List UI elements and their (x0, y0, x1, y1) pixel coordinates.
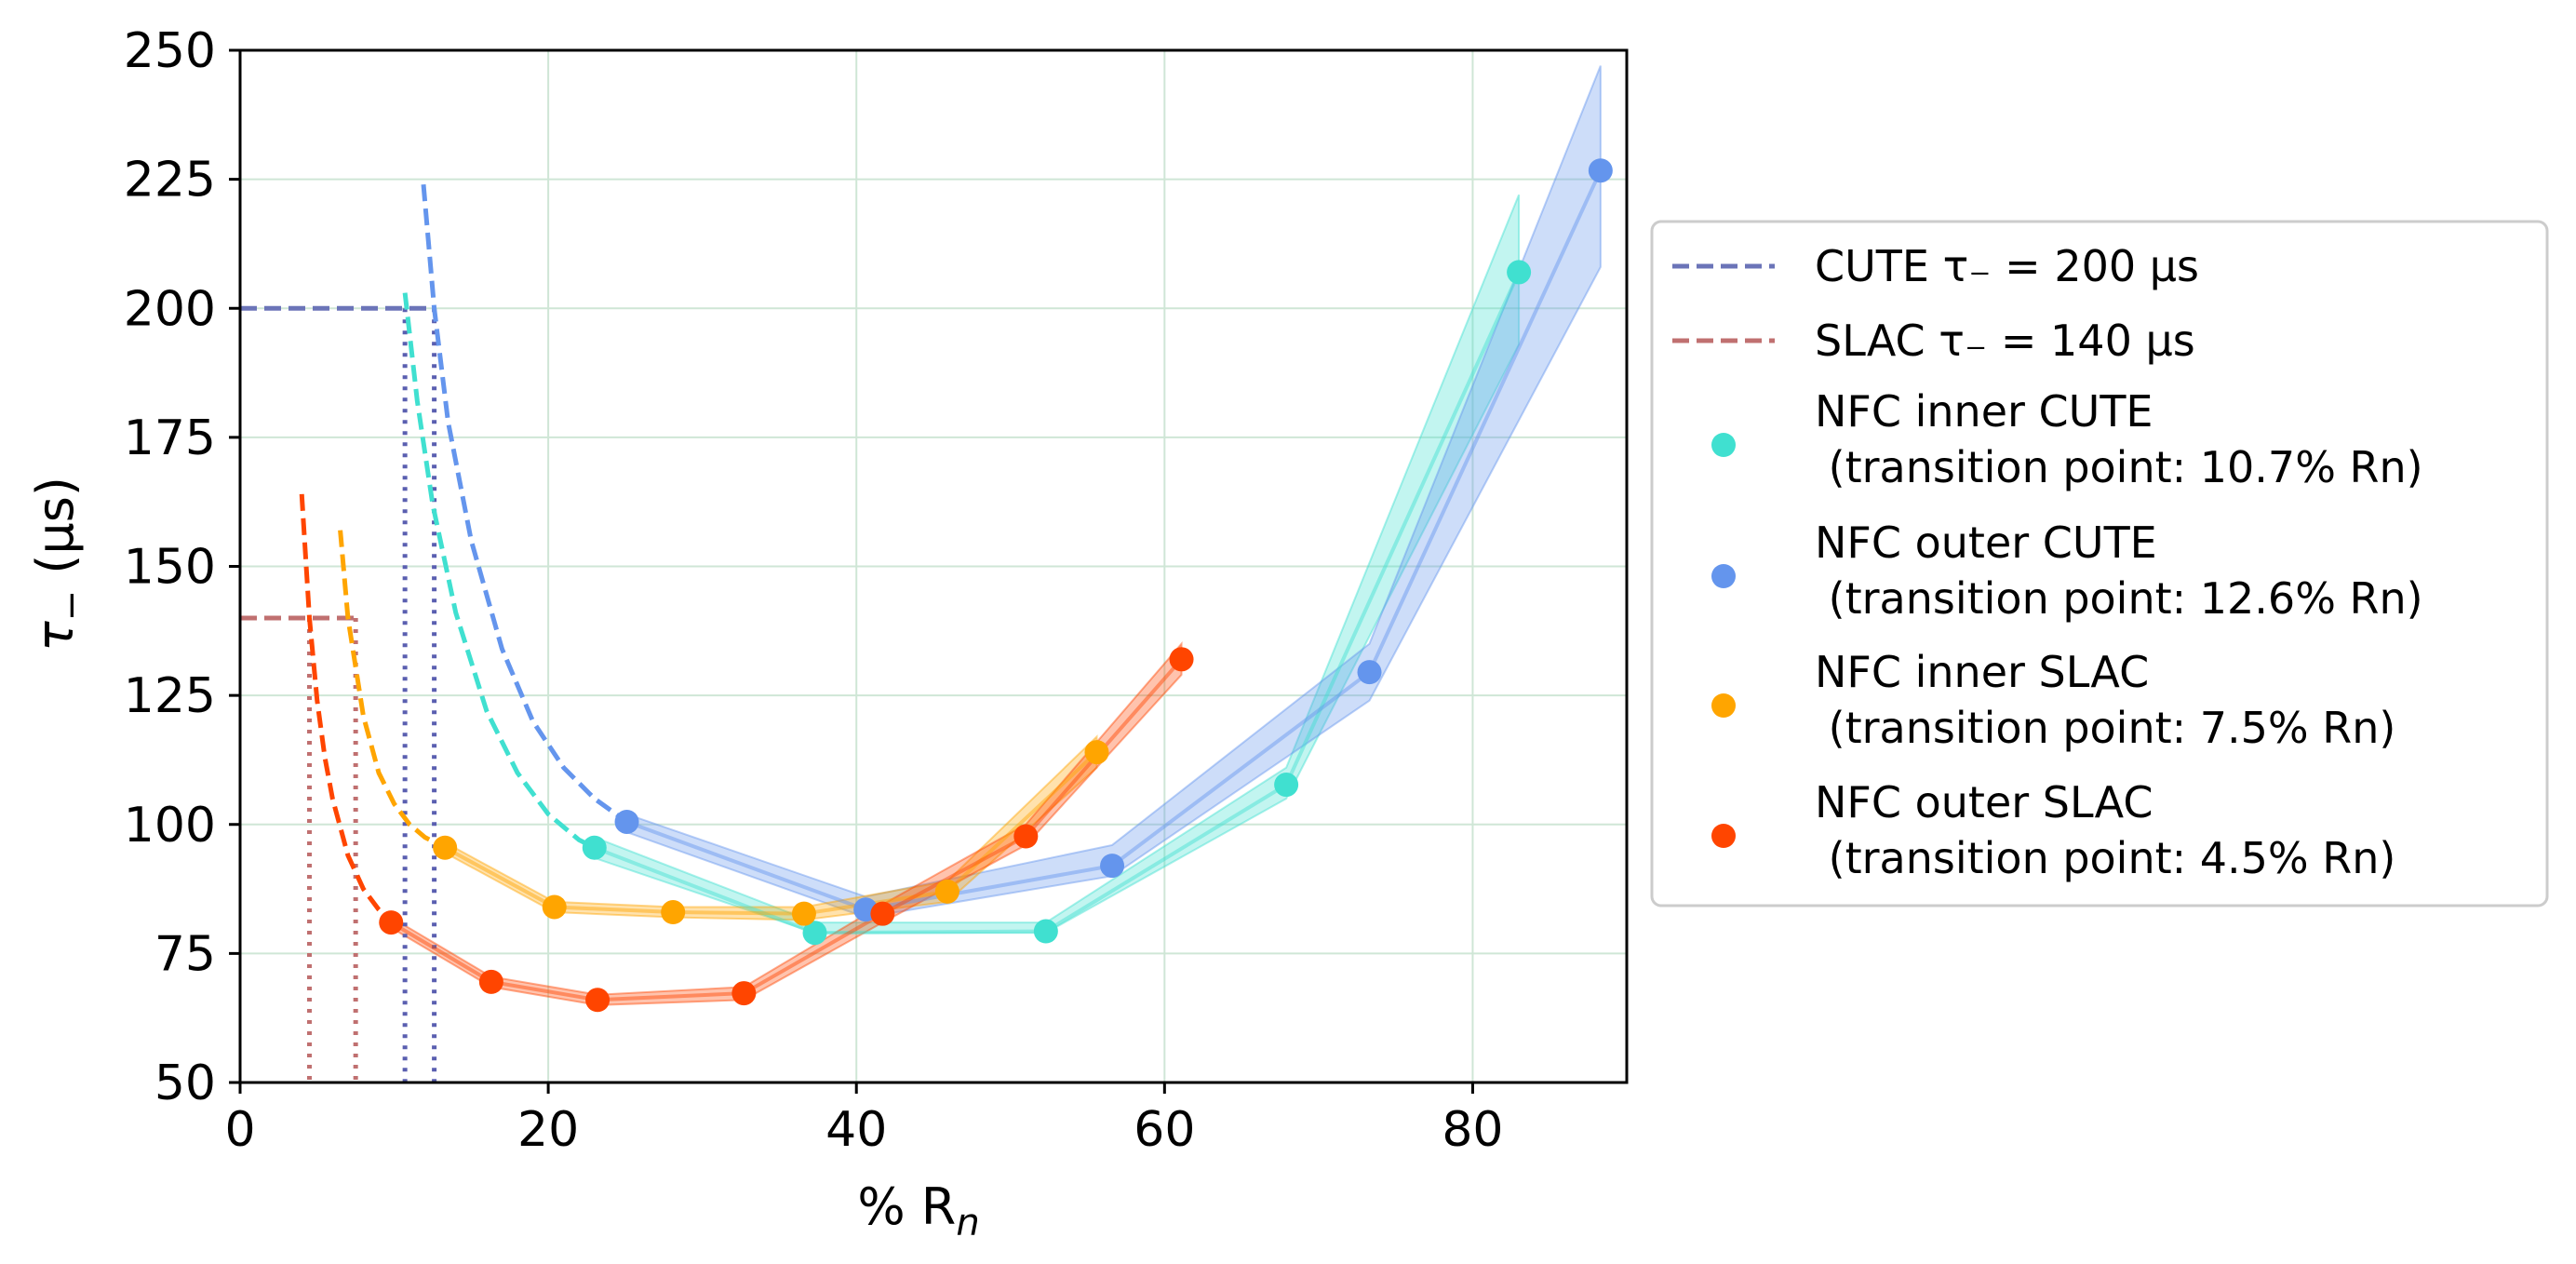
point-nfc-outer-cute (1357, 660, 1382, 685)
point-nfc-inner-slac (542, 894, 567, 920)
y-tick-label: 75 (154, 926, 216, 982)
x-tick-label: 20 (517, 1102, 579, 1158)
y-tick-label: 150 (124, 540, 216, 596)
fit-curves (299, 183, 629, 924)
point-nfc-inner-slac (433, 835, 458, 860)
point-nfc-outer-slac (870, 901, 895, 926)
point-nfc-outer-slac (1013, 824, 1039, 849)
point-nfc-outer-slac (1169, 647, 1194, 672)
point-nfc-inner-slac (934, 879, 959, 904)
point-nfc-outer-cute (614, 809, 639, 834)
data-points (379, 158, 1613, 1013)
y-tick-label: 50 (154, 1056, 216, 1111)
y-axis-label: τ− (μs) (26, 477, 93, 652)
y-tick-label: 100 (124, 798, 216, 854)
reference-lines (240, 305, 437, 1082)
point-nfc-outer-slac (478, 969, 503, 994)
point-nfc-inner-cute (1507, 260, 1532, 285)
legend-inner-slac-label: NFC inner SLAC (transition point: 7.5% R… (1815, 647, 2395, 753)
point-nfc-inner-cute (1033, 919, 1058, 944)
legend-cute-label: CUTE τ₋ = 200 µs (1815, 241, 2199, 291)
fit-nfc-inner-slac (338, 530, 447, 850)
point-nfc-outer-slac (379, 910, 404, 935)
legend-outer-cute-marker (1711, 564, 1736, 588)
legend-outer-cute-label: NFC outer CUTE (transition point: 12.6% … (1815, 518, 2423, 624)
x-tick-label: 80 (1442, 1102, 1503, 1158)
point-nfc-inner-cute (582, 835, 607, 860)
point-nfc-outer-cute (1588, 158, 1613, 183)
fit-nfc-inner-cute (402, 292, 596, 850)
band-nfc-inner-cute (593, 194, 1521, 935)
legend: CUTE τ₋ = 200 µs SLAC τ₋ = 140 µs NFC in… (1650, 220, 2549, 908)
legend-slac-label: SLAC τ₋ = 140 µs (1815, 316, 2195, 366)
point-nfc-inner-slac (1084, 740, 1109, 765)
legend-outer-slac-label: NFC outer SLAC (transition point: 4.5% R… (1815, 777, 2395, 883)
x-axis-ticks: 0 20 40 60 80 (224, 1082, 1504, 1158)
legend-inner-slac-marker (1711, 693, 1736, 718)
y-tick-label: 200 (124, 281, 216, 337)
legend-outer-slac-marker (1711, 824, 1736, 848)
y-tick-label: 125 (124, 668, 216, 724)
y-tick-label: 225 (124, 153, 216, 208)
legend-inner-cute-label: NFC inner CUTE (transition point: 10.7% … (1815, 386, 2423, 492)
legend-box (1650, 220, 2549, 908)
x-tick-label: 40 (825, 1102, 887, 1158)
fit-nfc-outer-slac (299, 493, 394, 924)
x-tick-label: 60 (1134, 1102, 1195, 1158)
band-nfc-outer-cute (625, 65, 1602, 919)
y-axis-ticks: 50 75 100 125 150 175 200 225 250 (124, 23, 240, 1111)
band-nfc-outer-slac (390, 640, 1183, 1006)
point-nfc-inner-cute (1274, 773, 1299, 798)
point-nfc-inner-slac (791, 901, 816, 926)
point-nfc-inner-slac (661, 900, 686, 925)
point-nfc-outer-cute (1100, 854, 1125, 879)
legend-inner-cute-marker (1711, 433, 1736, 457)
y-tick-label: 175 (124, 410, 216, 466)
line-nfc-inner-slac (444, 750, 1098, 916)
y-tick-label: 250 (124, 23, 216, 79)
x-axis-label: % Rn (857, 1177, 979, 1244)
fit-nfc-outer-cute (421, 183, 629, 825)
x-tick-label: 0 (224, 1102, 255, 1158)
point-nfc-outer-slac (731, 981, 757, 1006)
point-nfc-outer-slac (585, 988, 610, 1013)
point-nfc-inner-cute (802, 921, 827, 946)
